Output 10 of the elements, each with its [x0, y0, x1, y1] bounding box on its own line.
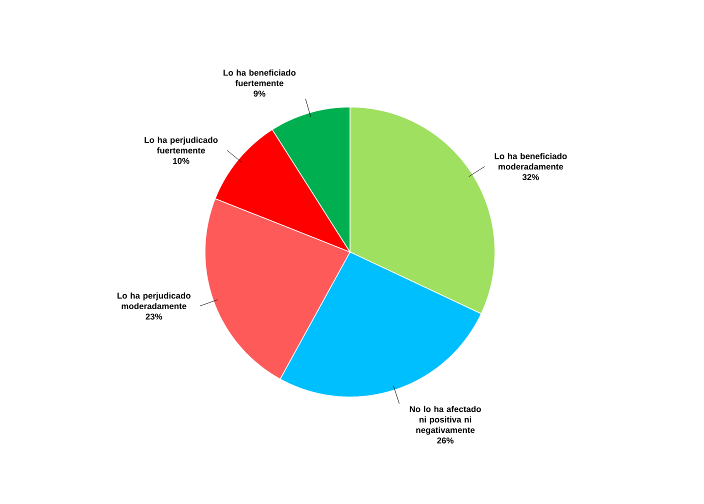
- data-label: 9%: [254, 90, 266, 97]
- data-label: 26%: [437, 437, 454, 444]
- slice-label: Lo ha beneficiado fuertemente: [224, 69, 296, 86]
- slice-label: Lo ha beneficiado moderadamente: [494, 152, 567, 170]
- slice-label: Lo ha perjudicado fuertemente: [144, 136, 218, 154]
- data-label: 10%: [173, 158, 190, 164]
- data-label: 23%: [146, 314, 162, 320]
- slice-label: Lo ha perjudicado moderadamente: [118, 292, 191, 310]
- data-label: 32%: [522, 174, 539, 180]
- slice-label: No lo ha afectado ni positiva ni negativamente: [410, 406, 481, 435]
